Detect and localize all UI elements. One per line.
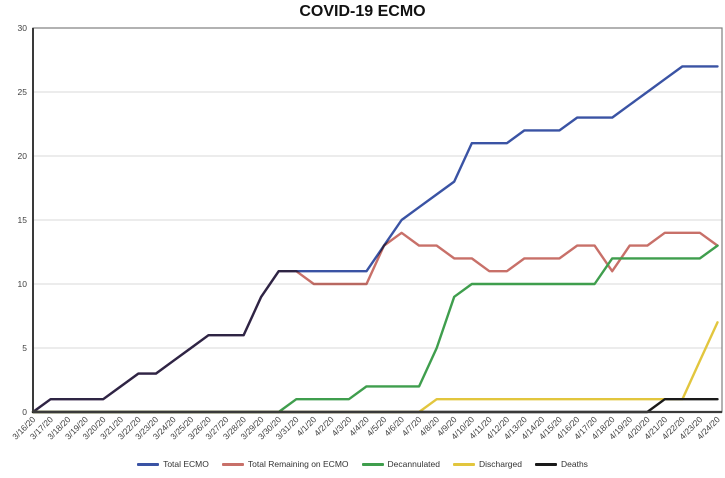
series-line-total-ecmo [31,65,719,414]
y-tick-label-25: 25 [18,87,28,97]
legend-marker [221,462,244,466]
legend-label: Discharged [479,459,522,469]
legend-item-total-ecmo: Total ECMO [137,459,209,469]
y-tick-label-20: 20 [18,151,28,161]
chart-title: COVID-19 ECMO [299,3,426,20]
legend-label: Deaths [561,459,588,469]
legend-label: Total Remaining on ECMO [247,459,349,469]
legend-marker [453,462,475,466]
legend-marker [535,462,557,466]
series-line-total-remaining-on-ecmo [31,231,719,414]
legend-marker [137,462,160,466]
y-tick-label-15: 15 [18,215,28,225]
y-tick-label-5: 5 [22,343,27,353]
chart-legend: Total ECMO Total Remaining on ECMO Decannu… [0,459,725,469]
legend-item-deaths: Deaths [535,459,588,469]
series-line-discharged [31,321,719,414]
legend-label: Total ECMO [163,459,209,469]
legend-item-decannulated: Decannulated [361,459,440,469]
y-tick-label-30: 30 [18,23,28,33]
y-tick-label-0: 0 [22,407,27,417]
series-line-deaths [31,398,719,414]
legend-item-total-remaining-on-ecmo: Total Remaining on ECMO [221,459,349,469]
legend-item-discharged: Discharged [453,459,522,469]
y-tick-label-10: 10 [18,279,28,289]
series-line-decannulated [31,244,719,414]
legend-marker [361,462,384,466]
legend-label: Decannulated [387,459,440,469]
